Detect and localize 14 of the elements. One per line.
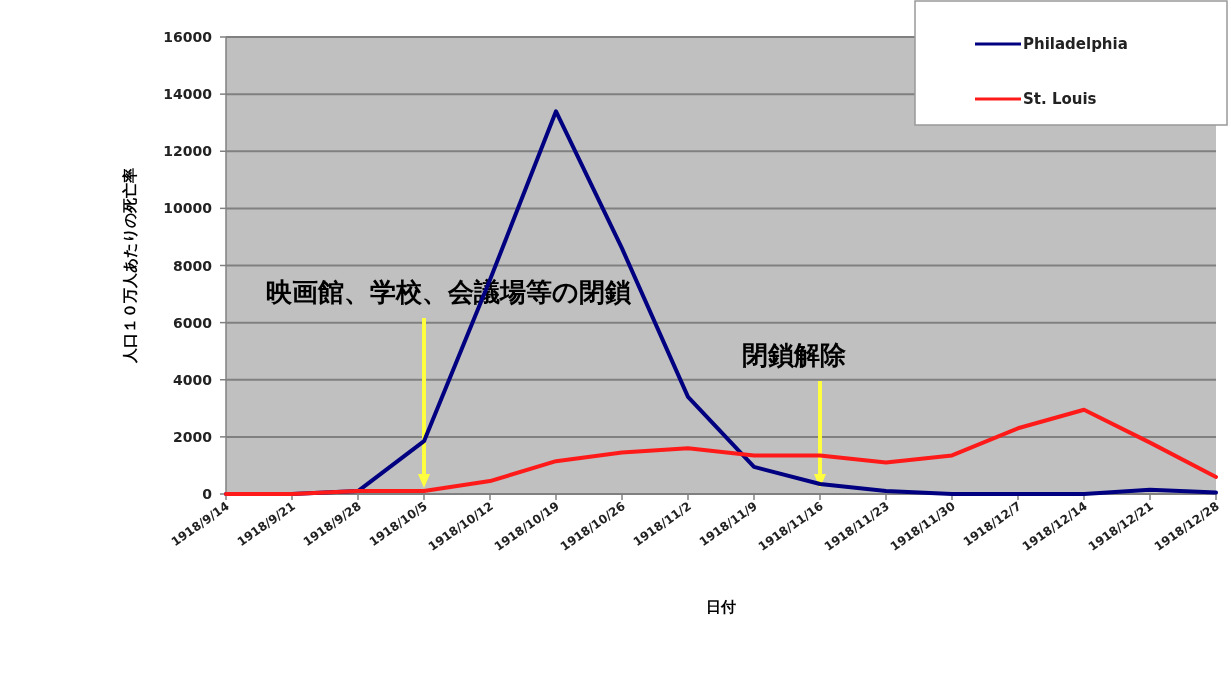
y-tick-label: 10000 (163, 200, 213, 217)
y-tick-label: 4000 (173, 371, 213, 388)
y-tick-label: 6000 (173, 314, 213, 331)
y-tick-label: 14000 (163, 86, 213, 103)
y-tick-label: 2000 (173, 428, 213, 445)
y-tick-label: 16000 (163, 29, 213, 45)
y-tick-label: 0 (202, 486, 213, 502)
y-axis-title: 人口１０万人あたりの死亡率 (121, 168, 139, 364)
annotation: 閉鎖解除 (742, 340, 847, 370)
x-axis-title: 日付 (706, 598, 736, 616)
legend-label: Philadelphia (1023, 35, 1128, 53)
legend-label: St. Louis (1023, 90, 1097, 108)
y-tick-label: 8000 (173, 257, 213, 274)
y-tick-label: 12000 (163, 143, 213, 160)
